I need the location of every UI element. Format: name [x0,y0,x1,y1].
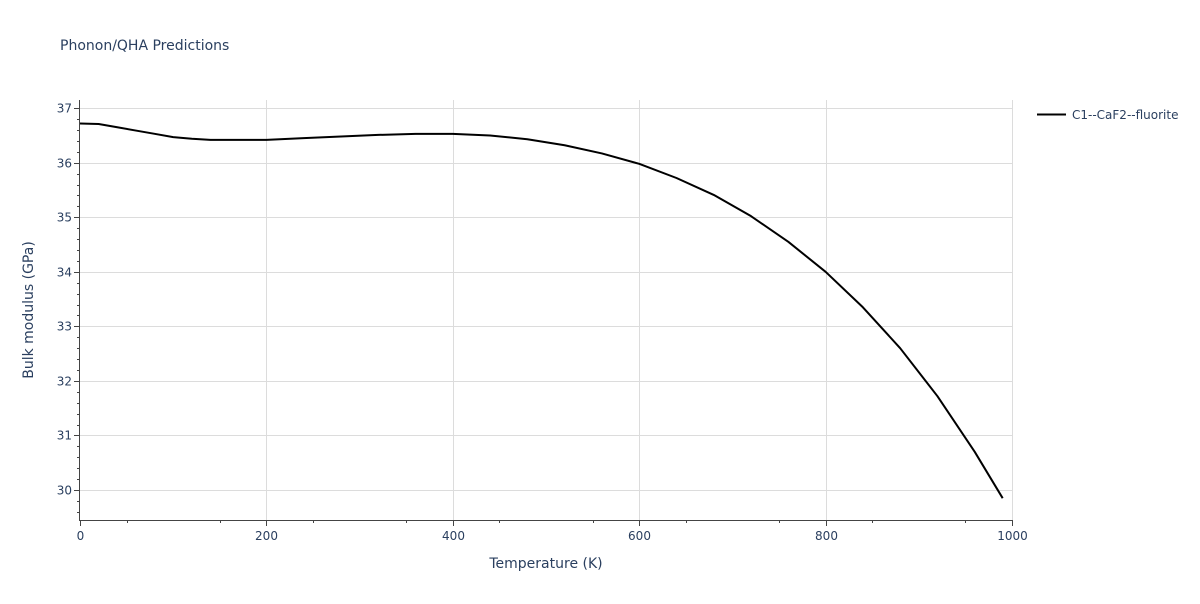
y-tick-label: 33 [57,320,72,334]
y-tick-label: 34 [57,266,72,280]
x-tick-label: 200 [255,529,278,543]
legend[interactable]: C1--CaF2--fluorite [1037,108,1178,122]
series-line-0 [79,122,1004,499]
x-tick-label: 800 [815,529,838,543]
x-tick-label: 400 [442,529,465,543]
chart-title: Phonon/QHA Predictions [60,38,229,54]
x-axis-ticks: 0 200 400 600 800 1000 [77,520,1028,543]
y-tick-label: 31 [57,429,72,443]
axes [79,100,1013,521]
x-axis-title: Temperature (K) [488,556,602,572]
y-tick-label: 35 [57,211,72,225]
x-tick-label: 0 [77,529,85,543]
x-tick-label: 1000 [997,529,1028,543]
legend-label-c1-caf2-fluorite: C1--CaF2--fluorite [1072,108,1178,122]
grid [80,100,1013,520]
y-axis-title: Bulk modulus (GPa) [21,241,37,379]
x-tick-label: 600 [628,529,651,543]
y-axis-ticks: 30 31 32 33 34 35 36 37 [57,102,80,513]
y-tick-label: 37 [57,102,72,116]
series-layer [79,122,1004,499]
y-tick-label: 32 [57,375,72,389]
y-tick-label: 36 [57,157,72,171]
y-tick-label: 30 [57,484,72,498]
